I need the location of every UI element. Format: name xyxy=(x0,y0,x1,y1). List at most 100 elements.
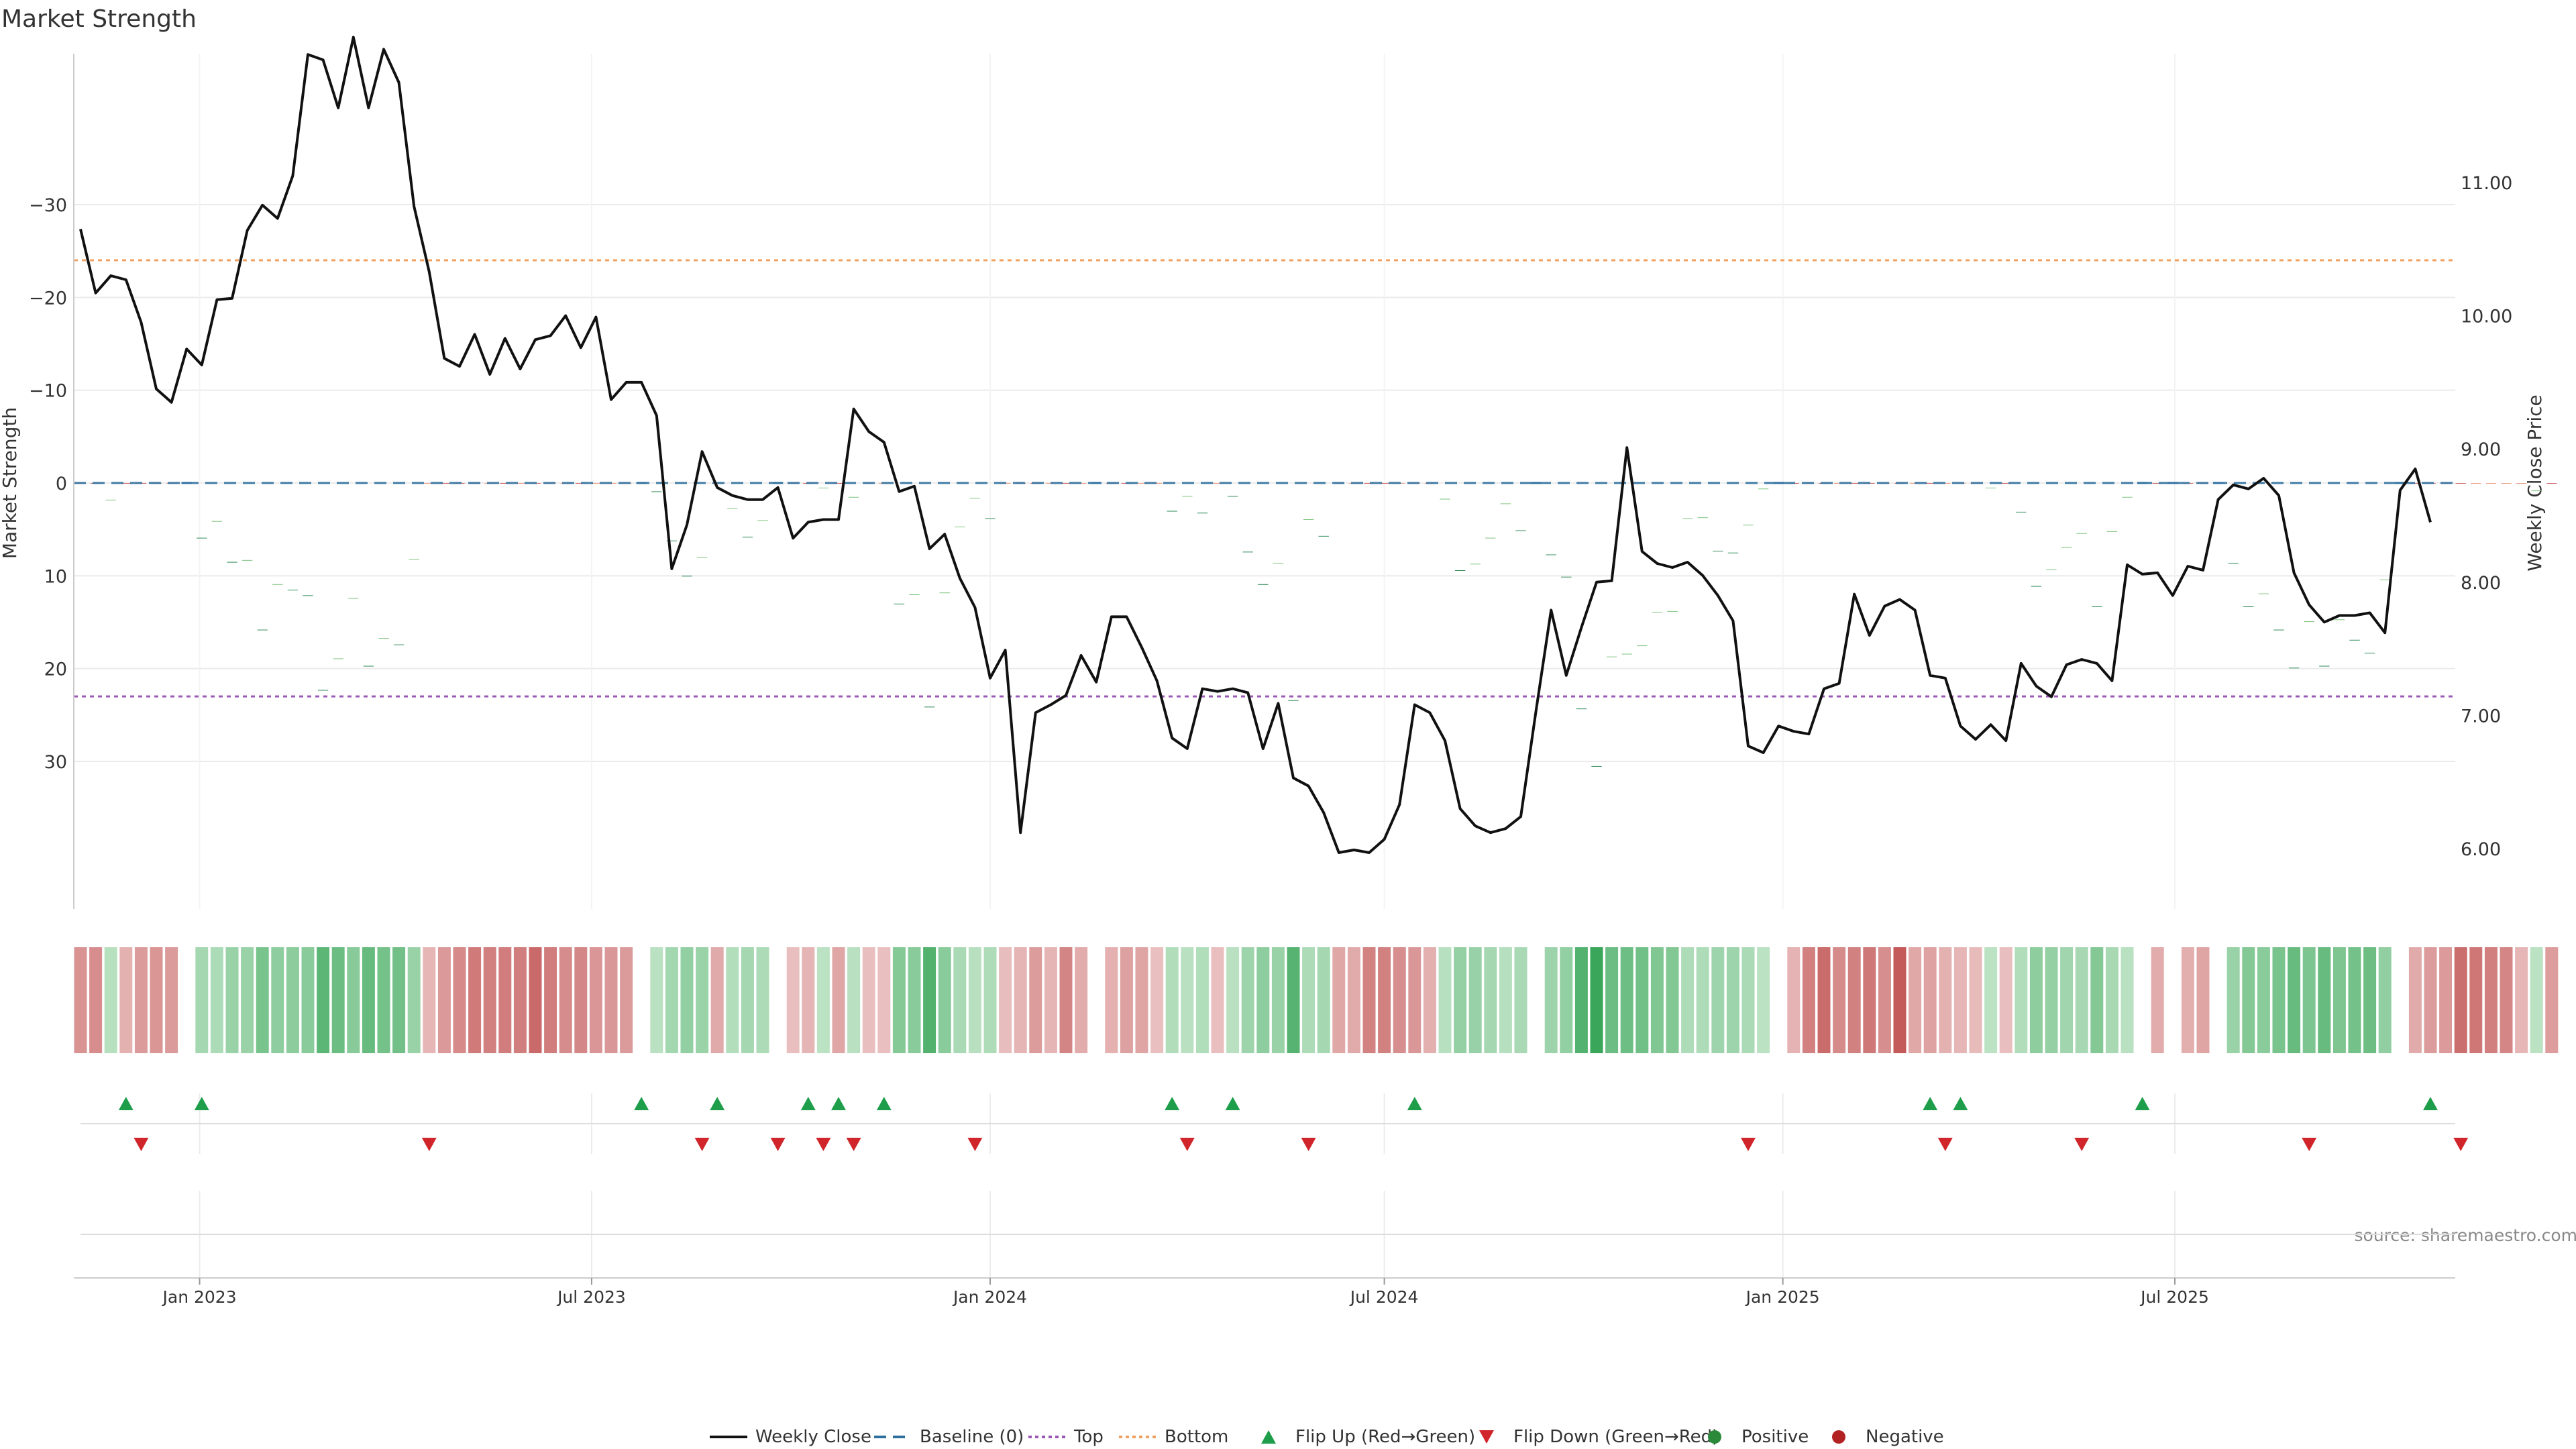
heat-cell xyxy=(574,947,588,1053)
heat-cell xyxy=(1666,947,1679,1053)
strength-bar xyxy=(1364,483,1375,484)
strength-bar xyxy=(500,483,511,484)
strength-bar xyxy=(2106,531,2118,532)
y-tick-label: 30 xyxy=(44,752,67,773)
y-tick-label: −30 xyxy=(29,195,67,216)
heat-cell xyxy=(1120,947,1133,1053)
strength-bar xyxy=(1833,483,1845,484)
legend-dot-icon xyxy=(1832,1430,1845,1444)
heat-cell xyxy=(150,947,163,1053)
heat-cell xyxy=(1999,947,2012,1053)
heat-cell xyxy=(1590,947,1603,1053)
legend-label: Bottom xyxy=(1165,1427,1228,1447)
strength-bar xyxy=(1561,576,1572,578)
heat-cell xyxy=(2545,947,2559,1053)
flip-up-marker xyxy=(634,1097,649,1110)
heat-cell xyxy=(756,947,769,1053)
flip-up-marker xyxy=(1953,1097,1968,1110)
heat-cell xyxy=(1650,947,1664,1053)
flip-up-marker xyxy=(876,1097,892,1110)
heat-cell xyxy=(726,947,739,1053)
heat-cell xyxy=(529,947,542,1053)
heat-cell xyxy=(1909,947,1922,1053)
y-tick-label: 20 xyxy=(44,659,67,680)
flip-down-marker xyxy=(1741,1138,1756,1151)
heat-cell xyxy=(1620,947,1633,1053)
strength-bar xyxy=(2546,483,2557,484)
heat-cell xyxy=(2272,947,2286,1053)
flip-up-marker xyxy=(194,1097,209,1110)
heat-cell xyxy=(165,947,178,1053)
legend-label: Negative xyxy=(1866,1427,1944,1447)
strength-bar xyxy=(1242,551,1253,553)
heat-cell xyxy=(1241,947,1254,1053)
heat-cell xyxy=(1681,947,1695,1053)
strength-bar xyxy=(2092,606,2102,607)
heat-cell xyxy=(1362,947,1376,1053)
strength-bar xyxy=(1440,498,1450,500)
heat-cell xyxy=(271,947,284,1053)
heat-cell xyxy=(999,947,1012,1053)
strength-bar xyxy=(833,483,844,484)
heat-cell xyxy=(1044,947,1057,1053)
heat-cell xyxy=(923,947,936,1053)
legend-item-negative: Negative xyxy=(1832,1427,1944,1447)
heat-cell xyxy=(2196,947,2210,1053)
strength-bar xyxy=(378,638,389,639)
heat-cell xyxy=(2394,947,2407,1053)
heat-cell xyxy=(1574,947,1588,1053)
flip-down-marker xyxy=(694,1138,710,1151)
strength-bar xyxy=(515,483,526,484)
strength-bar xyxy=(1500,503,1511,504)
heat-cell xyxy=(1408,947,1421,1053)
heat-cell xyxy=(2515,947,2528,1053)
x-tick-label: Jul 2025 xyxy=(2139,1287,2209,1307)
strength-bar xyxy=(696,557,708,558)
heat-cell xyxy=(210,947,223,1053)
strength-bar xyxy=(1637,645,1648,647)
flip-down-marker xyxy=(846,1138,861,1151)
heat-cell xyxy=(1256,947,1270,1053)
heat-cell xyxy=(498,947,512,1053)
flip-down-marker xyxy=(2302,1138,2317,1151)
heat-cell xyxy=(1514,947,1527,1053)
strength-bar xyxy=(1318,535,1329,537)
strength-bar xyxy=(848,496,859,498)
heat-cell xyxy=(180,947,193,1053)
heat-cell xyxy=(104,947,117,1053)
heat-cell xyxy=(1287,947,1300,1053)
heat-cell xyxy=(1696,947,1709,1053)
heat-cell xyxy=(559,947,572,1053)
strength-bar xyxy=(1667,610,1678,612)
heat-cell xyxy=(1605,947,1619,1053)
heat-cell xyxy=(2424,947,2437,1053)
strength-bar xyxy=(590,483,602,484)
legend-label: Baseline (0) xyxy=(920,1427,1024,1447)
flip-down-marker xyxy=(421,1138,437,1151)
flip-down-marker xyxy=(133,1138,149,1151)
heat-cell xyxy=(1984,947,1998,1053)
legend-item-flip-down: Flip Down (Green→Red) xyxy=(1479,1427,1719,1447)
heat-cell xyxy=(938,947,951,1053)
legend-dot-icon xyxy=(1708,1430,1721,1444)
heat-cell xyxy=(2121,947,2134,1053)
heat-cell xyxy=(1423,947,1436,1053)
heat-cell xyxy=(665,947,678,1053)
heat-cell xyxy=(1165,947,1179,1053)
heat-cell xyxy=(2242,947,2255,1053)
heat-cell xyxy=(1211,947,1224,1053)
strength-bar xyxy=(2288,667,2300,669)
strength-bar xyxy=(576,483,586,484)
y2-tick-label: 10.00 xyxy=(2461,307,2512,327)
heat-cell xyxy=(710,947,724,1053)
heat-cell xyxy=(1544,947,1558,1053)
heat-cell xyxy=(2348,947,2361,1053)
heat-cell xyxy=(1878,947,1891,1053)
heat-cell xyxy=(2181,947,2194,1053)
strength-bar xyxy=(1212,483,1223,484)
legend-label: Flip Down (Green→Red) xyxy=(1513,1427,1719,1447)
strength-bar xyxy=(303,595,313,596)
heat-cell xyxy=(802,947,815,1053)
heat-cell xyxy=(2500,947,2513,1053)
flip-down-marker xyxy=(1937,1138,1953,1151)
